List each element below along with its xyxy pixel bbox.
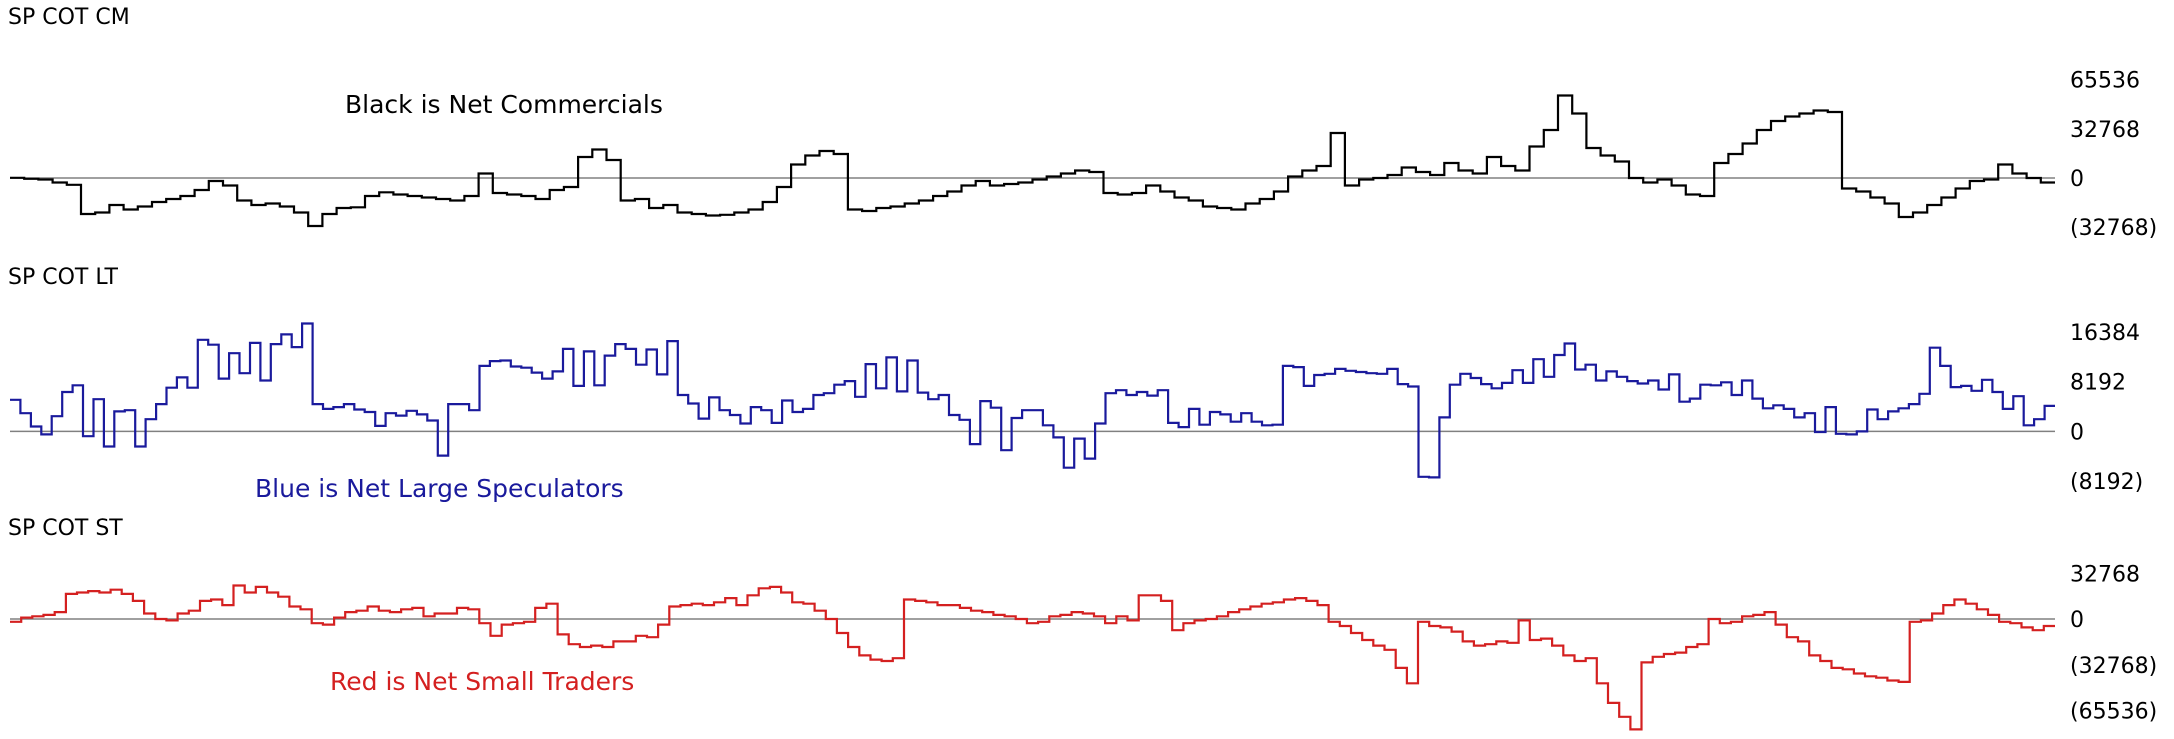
commercials-panel: SP COT CM 65536 32768 0 (32768) Black is Net …: [8, 5, 2157, 241]
y-tick-label: 16384: [2070, 321, 2140, 346]
large-speculators-annotation: Blue is Net Large Speculators: [255, 474, 624, 503]
y-tick-label: 8192: [2070, 371, 2126, 396]
y-tick-label: 32768: [2070, 118, 2140, 143]
y-tick-label: 0: [2070, 608, 2084, 633]
y-tick-label: (32768): [2070, 654, 2157, 679]
small-traders-title: SP COT ST: [8, 516, 123, 541]
small-traders-panel: SP COT ST 32768 0 (32768) (65536) Red is Net …: [8, 516, 2157, 731]
small-traders-annotation: Red is Net Small Traders: [330, 667, 634, 696]
y-tick-label: (8192): [2070, 470, 2143, 495]
y-tick-label: 0: [2070, 420, 2084, 445]
y-tick-label: (32768): [2070, 216, 2157, 241]
large-speculators-panel: SP COT LT 16384 8192 0 (8192) Blue is Net Lar…: [8, 265, 2143, 503]
y-tick-label: 65536: [2070, 69, 2140, 94]
y-tick-label: (65536): [2070, 700, 2157, 725]
y-tick-label: 32768: [2070, 562, 2140, 587]
large-speculators-title: SP COT LT: [8, 265, 119, 290]
y-tick-label: 0: [2070, 167, 2084, 192]
commercials-series-line: [10, 94, 2055, 228]
small-traders-series-line: [10, 584, 2055, 731]
commercials-title: SP COT CM: [8, 5, 130, 30]
commercials-annotation: Black is Net Commercials: [345, 90, 663, 119]
large-speculators-series-line: [10, 322, 2055, 479]
